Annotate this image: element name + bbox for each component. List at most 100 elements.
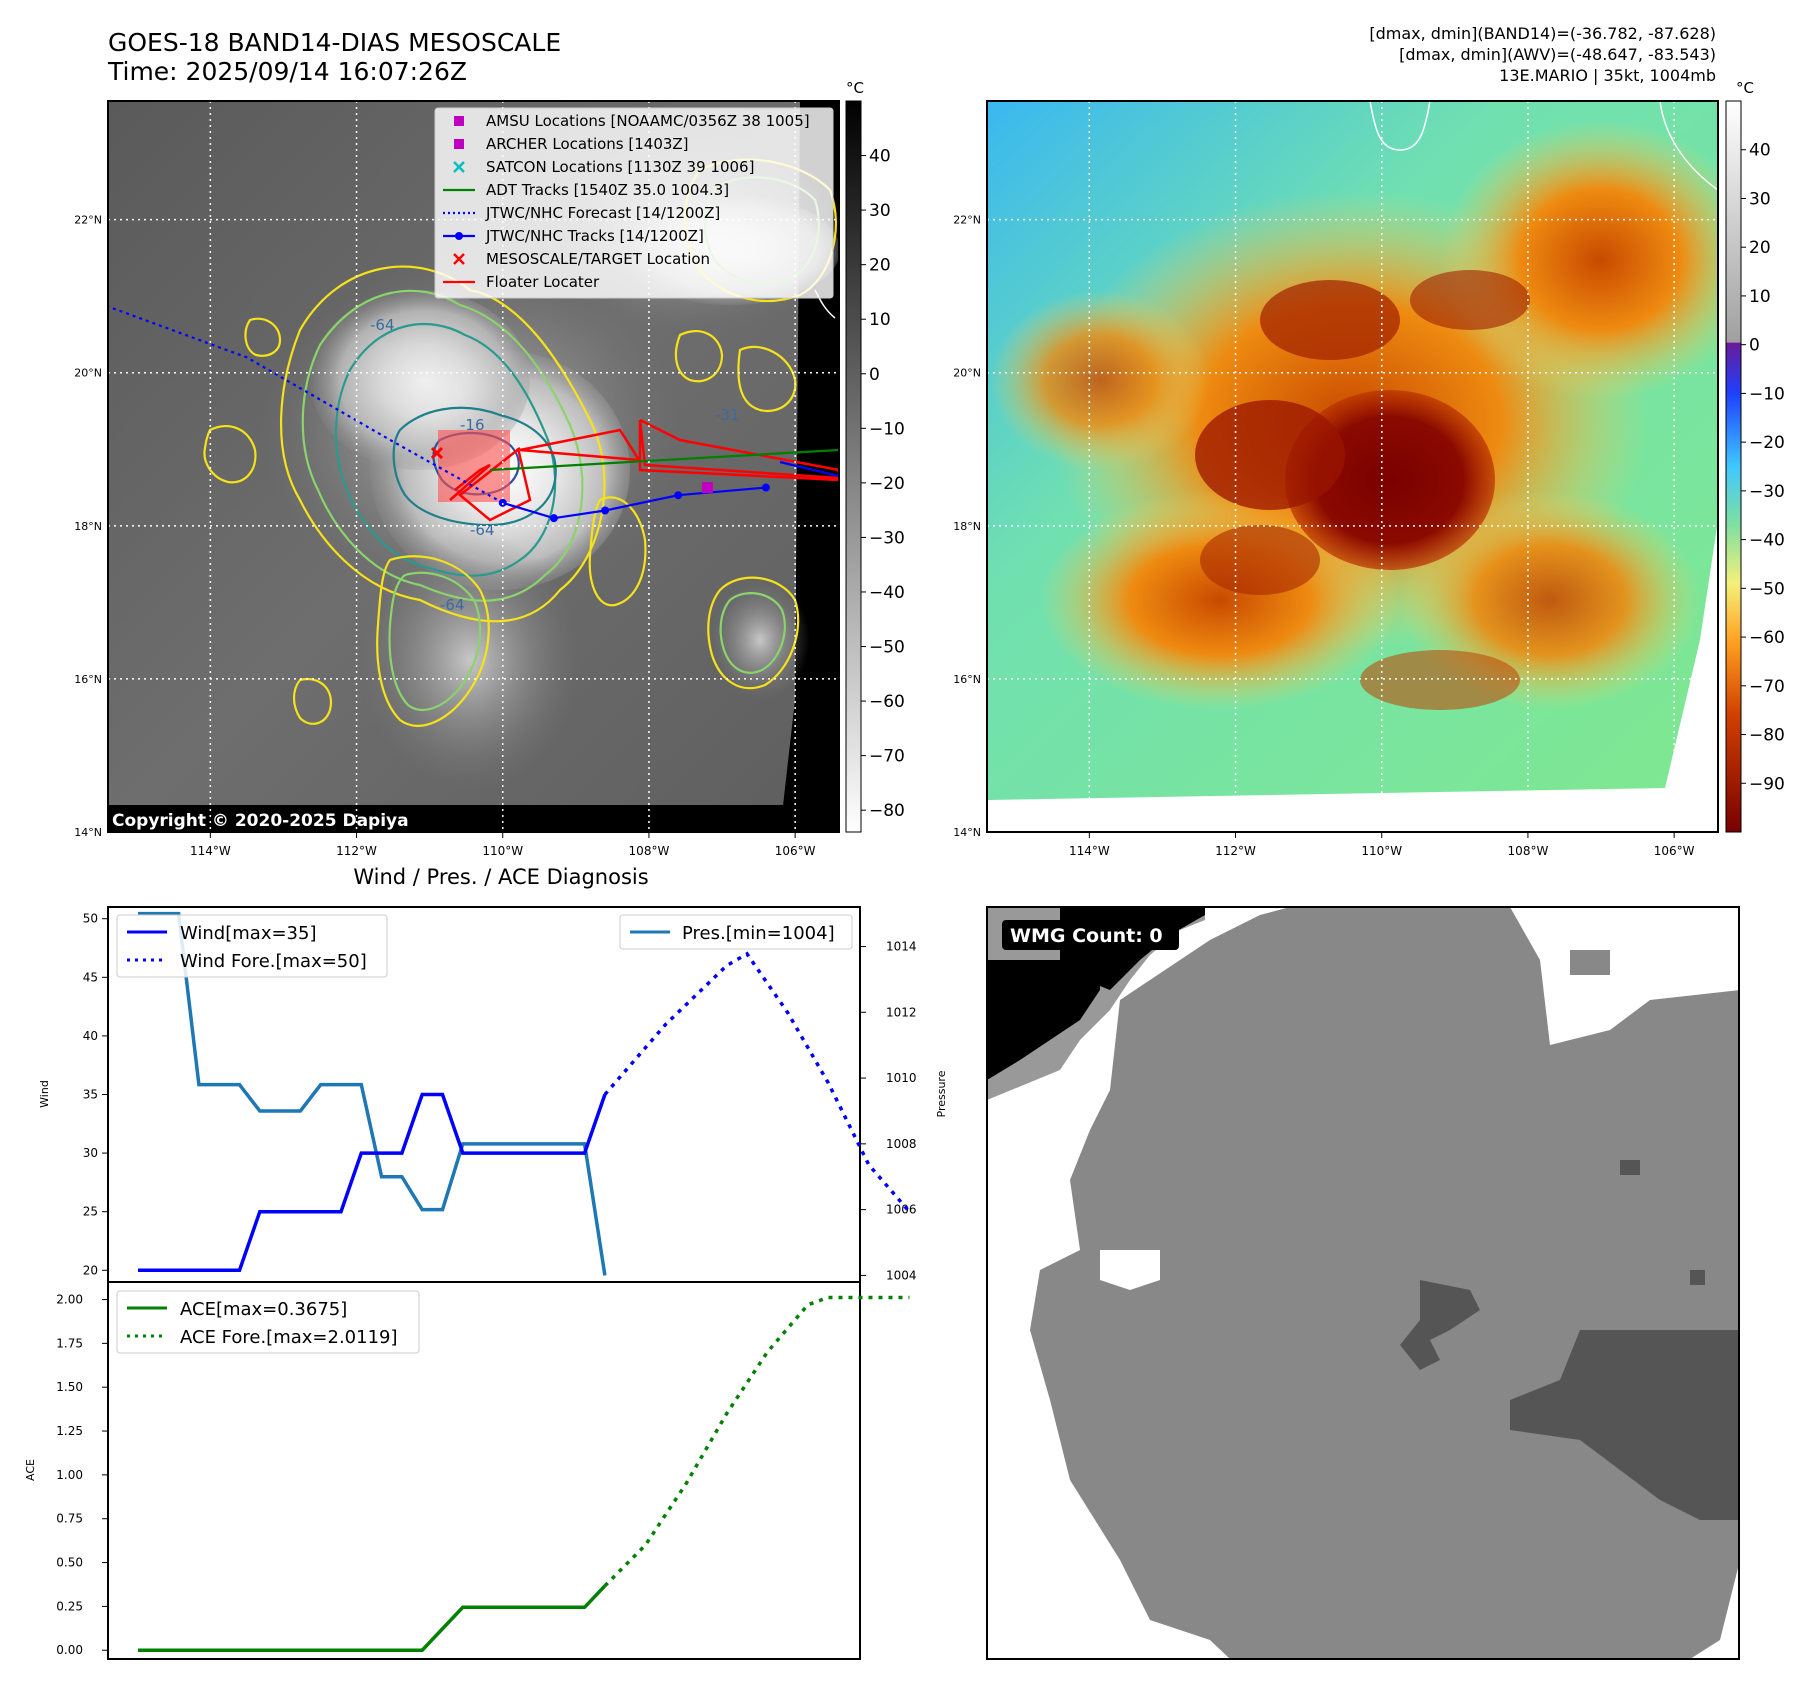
awv-colorbar-unit: °C: [1736, 79, 1754, 97]
legend-square-marker: [454, 139, 464, 149]
band14-lon-tick-label: 108°W: [629, 844, 670, 858]
target-x-marker: [430, 447, 444, 460]
pressure-y-axis: 1004 1006 1008 1010 1012 1014: [860, 939, 917, 1282]
wind-line: [138, 1092, 607, 1273]
ace-panel: 0.00 0.25 0.50 0.75 1.00 1.25 1.50 1.75 2.00 ACE…: [24, 1281, 910, 1660]
wind-tick-label: 20: [83, 1263, 98, 1277]
colorbar-tick-label: −80: [1749, 726, 1785, 746]
legend-label: ARCHER Locations [1403Z]: [486, 135, 689, 153]
colorbar-tick-label: −20: [1749, 433, 1785, 453]
colorbar-tick-label: −40: [1749, 531, 1785, 551]
colorbar-tick-label: −30: [869, 528, 905, 548]
colorbar-tick-label: −30: [1749, 482, 1785, 502]
diagnosis-title: Wind / Pres. / ACE Diagnosis: [353, 865, 648, 889]
colorbar-tick-label: −50: [869, 638, 905, 658]
jtwc-track-point: [601, 506, 610, 515]
colorbar-tick-label: −50: [1749, 579, 1785, 599]
wind-tick-label: 25: [83, 1205, 98, 1219]
jtwc-track-point: [761, 483, 770, 492]
ace-line: [138, 1584, 607, 1652]
colorbar-tick-label: −20: [869, 474, 905, 494]
colorbar-tick-label: 20: [1749, 238, 1771, 258]
pressure-tick-label: 1012: [886, 1005, 917, 1019]
jtwc-track-point: [674, 491, 683, 500]
jtwc-forecast-line: [108, 305, 504, 504]
legend-label: JTWC/NHC Tracks [14/1200Z]: [485, 227, 704, 245]
colorbar-tick-label: −40: [869, 583, 905, 603]
copyright-text: Copyright © 2020-2025 Dapiya: [112, 811, 409, 831]
awv-lat-tick-label: 20°N: [953, 367, 981, 380]
figure-title-line2: Time: 2025/09/14 16:07:26Z: [107, 57, 467, 86]
ace-tick-label: 1.00: [56, 1468, 83, 1482]
floater-box: [438, 430, 510, 502]
awv-lon-tick-label: 106°W: [1654, 844, 1695, 858]
legend-label: ADT Tracks [1540Z 35.0 1004.3]: [486, 181, 729, 199]
colorbar-tick-label: 20: [869, 256, 891, 276]
band14-lon-tick-label: 114°W: [190, 844, 231, 858]
legend-label: Floater Locater: [486, 273, 600, 291]
band14-colorbar-ticks: 40 30 20 10 0 −10 −20 −30 −40 −50 −60 −70 −80: [861, 147, 905, 821]
legend-entry: JTWC/NHC Forecast [14/1200Z]: [443, 204, 720, 222]
pressure-tick-label: 1008: [886, 1137, 917, 1151]
ace-tick-label: 0.75: [56, 1512, 83, 1526]
contour-label-5: -31: [715, 406, 740, 424]
colorbar-tick-label: 30: [869, 201, 891, 221]
wmg-panel: WMG Count: 0: [987, 907, 1739, 1659]
ace-tick-label: 1.75: [56, 1336, 83, 1350]
awv-colorbar-ticks: 40 30 20 10 0 −10 −20 −30 −40 −50 −60 −70 −80 −90: [1741, 141, 1785, 794]
ace-legend-label: ACE[max=0.3675]: [180, 1299, 347, 1320]
colorbar-tick-label: 40: [869, 147, 891, 167]
contour-label-3: -64: [440, 596, 465, 614]
wmg-count-label: WMG Count: 0: [1010, 925, 1163, 947]
legend-entry: MESOSCALE/TARGET Location: [453, 250, 710, 268]
ace-tick-label: 1.50: [56, 1380, 83, 1394]
band14-colorbar-unit: °C: [846, 79, 864, 97]
band14-lon-tick-label: 106°W: [775, 844, 816, 858]
pressure-legend-label: Pres.[min=1004]: [682, 923, 835, 944]
band14-lat-tick-label: 18°N: [74, 520, 102, 533]
pressure-tick-label: 1004: [886, 1268, 917, 1282]
band14-colorbar: [845, 100, 862, 833]
wind-legend: Wind[max=35] Wind Fore.[max=50]: [116, 914, 388, 978]
ace-y-label: ACE: [24, 1459, 37, 1481]
legend-entry: ARCHER Locations [1403Z]: [454, 135, 689, 153]
band14-lat-tick-label: 14°N: [74, 826, 102, 839]
legend-square-marker: [454, 116, 464, 126]
legend-entry: Floater Locater: [443, 273, 600, 291]
awv-lon-tick-label: 110°W: [1361, 844, 1402, 858]
amsu-marker: [701, 482, 713, 494]
awv-lat-tick-label: 16°N: [953, 673, 981, 686]
pressure-legend: Pres.[min=1004]: [619, 914, 853, 950]
colorbar-tick-label: −10: [1749, 384, 1785, 404]
legend-label: AMSU Locations [NOAAMC/0356Z 38 1005]: [486, 112, 810, 130]
legend-entry: JTWC/NHC Tracks [14/1200Z]: [443, 227, 704, 245]
awv-lon-ticks: 114°W 112°W 110°W 108°W 106°W: [1069, 832, 1695, 858]
wind-tick-label: 50: [83, 912, 98, 926]
colorbar-tick-label: 10: [1749, 287, 1771, 307]
colorbar-tick-label: 0: [869, 365, 880, 385]
awv-lat-tick-label: 18°N: [953, 520, 981, 533]
wind-tick-label: 40: [83, 1029, 98, 1043]
band14-lat-tick-label: 16°N: [74, 673, 102, 686]
jtwc-track-points: [498, 483, 770, 523]
wind-tick-label: 30: [83, 1146, 98, 1160]
awv-map: [987, 101, 1718, 832]
pressure-tick-label: 1010: [886, 1071, 917, 1085]
awv-lon-tick-label: 112°W: [1215, 844, 1256, 858]
wind-tick-label: 35: [83, 1088, 98, 1102]
colorbar-tick-label: −80: [869, 801, 905, 821]
colorbar-tick-label: −10: [869, 419, 905, 439]
ace-forecast-legend-label: ACE Fore.[max=2.0119]: [180, 1327, 398, 1348]
jtwc-track-point: [498, 498, 507, 507]
contour-label-1: -64: [370, 316, 395, 334]
pressure-tick-label: 1014: [886, 939, 917, 953]
contour-label-4: -16: [460, 416, 485, 434]
ace-tick-label: 0.00: [56, 1643, 83, 1657]
band14-lon-tick-label: 112°W: [336, 844, 377, 858]
band14-lon-ticks: 114°W 112°W 110°W 108°W 106°W: [190, 832, 816, 858]
legend-entry: SATCON Locations [1130Z 39 1006]: [453, 158, 754, 176]
wind-forecast-legend-label: Wind Fore.[max=50]: [180, 951, 367, 972]
band14-lat-ticks: 22°N 20°N 18°N 16°N 14°N: [74, 214, 102, 839]
pressure-y-label: Pressure: [935, 1070, 948, 1117]
